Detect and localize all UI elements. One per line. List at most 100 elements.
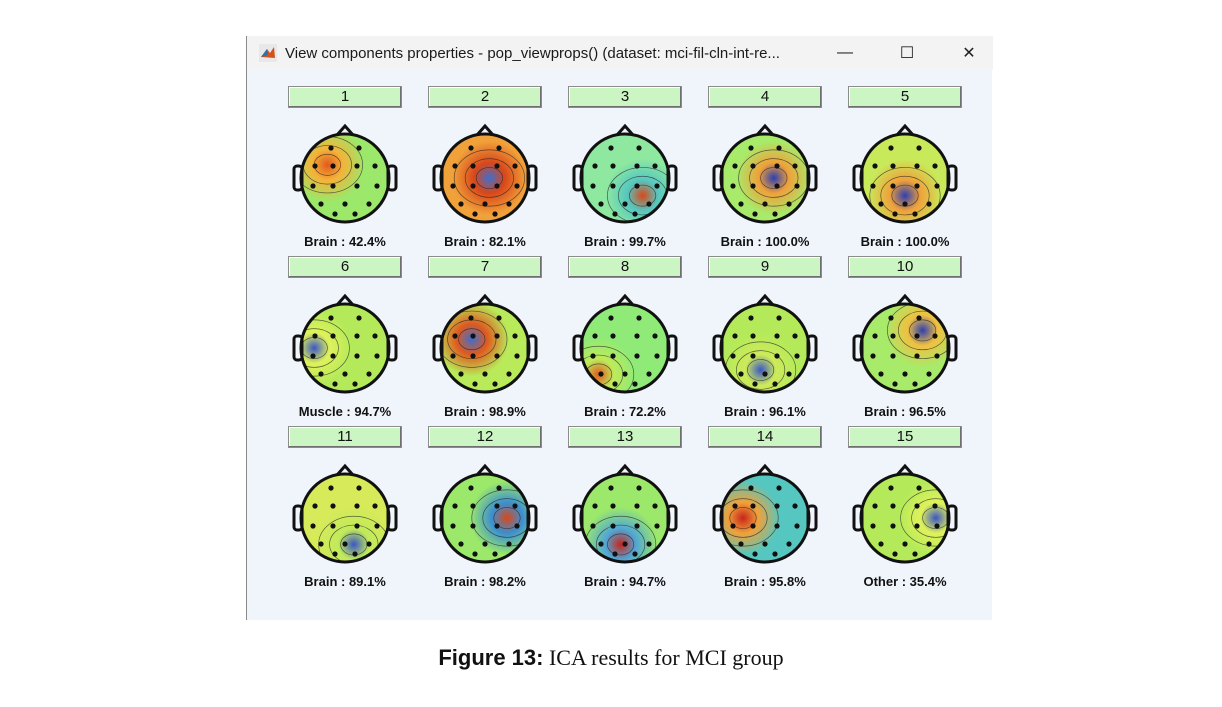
scalp-map-5[interactable] (849, 120, 961, 228)
electrode-dot (748, 315, 754, 321)
electrode-dot (738, 371, 744, 377)
scalp-map-4[interactable] (709, 120, 821, 228)
electrode-dot (902, 541, 908, 547)
electrode-dot (892, 211, 898, 217)
scalp-map-10[interactable] (849, 290, 961, 398)
electrode-dot (730, 353, 736, 359)
nose-shape (475, 293, 495, 306)
title-bar[interactable]: View components properties - pop_viewpro… (247, 36, 993, 70)
electrode-dot (748, 485, 754, 491)
scalp-map-9[interactable] (709, 290, 821, 398)
component-button-4[interactable]: 4 (708, 86, 822, 108)
electrode-dot (934, 183, 940, 189)
electrode-dot (610, 183, 616, 189)
scalp-map-12[interactable] (429, 460, 541, 568)
electrode-dot (468, 315, 474, 321)
head-outline (439, 132, 531, 224)
scalp-fill (441, 134, 529, 222)
electrode-dot (366, 371, 372, 377)
head-outline (719, 302, 811, 394)
scalp-map-6[interactable] (289, 290, 401, 398)
component-button-3[interactable]: 3 (568, 86, 682, 108)
head-outline (719, 132, 811, 224)
electrode-dot (494, 503, 500, 509)
scalp-map-14[interactable] (709, 460, 821, 568)
minimize-button[interactable]: — (837, 44, 853, 61)
component-button-2[interactable]: 2 (428, 86, 542, 108)
electrode-dot (332, 551, 338, 557)
electrode-dot (934, 523, 940, 529)
component-button-5[interactable]: 5 (848, 86, 962, 108)
scalp-map-11[interactable] (289, 460, 401, 568)
electrode-dot (598, 201, 604, 207)
electrode-dot (890, 503, 896, 509)
maximize-button[interactable]: ☐ (899, 45, 915, 62)
component-button-10[interactable]: 10 (848, 256, 962, 278)
figure-caption: Figure 13: ICA results for MCI group (0, 645, 1222, 671)
electrode-dot (366, 541, 372, 547)
figure-label: Figure 13: (438, 645, 544, 670)
electrode-dot (776, 145, 782, 151)
component-button-13[interactable]: 13 (568, 426, 682, 448)
electrode-dot (330, 523, 336, 529)
component-button-8[interactable]: 8 (568, 256, 682, 278)
head-outline (579, 472, 671, 564)
electrode-dot (792, 333, 798, 339)
nose-shape (895, 123, 915, 136)
electrode-dot (342, 371, 348, 377)
electrode-dot (738, 201, 744, 207)
electrode-dot (328, 485, 334, 491)
component-label-6: Muscle : 94.7% (298, 404, 392, 419)
electrode-dot (608, 485, 614, 491)
electrode-dot (914, 353, 920, 359)
electrode-dot (352, 381, 358, 387)
electrode-dot (634, 183, 640, 189)
electrode-dot (494, 333, 500, 339)
electrode-dot (652, 333, 658, 339)
electrode-dot (916, 145, 922, 151)
component-button-7[interactable]: 7 (428, 256, 542, 278)
component-button-9[interactable]: 9 (708, 256, 822, 278)
component-label-1: Brain : 42.4% (304, 234, 386, 249)
electrode-dot (514, 523, 520, 529)
electrode-dot (506, 201, 512, 207)
component-button-6[interactable]: 6 (288, 256, 402, 278)
contour-line (880, 175, 930, 216)
scalp-map-8[interactable] (569, 290, 681, 398)
electrode-dot (622, 201, 628, 207)
electrode-dot (592, 163, 598, 169)
electrode-dot (878, 371, 884, 377)
electrode-dot (472, 211, 478, 217)
component-button-12[interactable]: 12 (428, 426, 542, 448)
scalp-map-1[interactable] (289, 120, 401, 228)
scalp-map-3[interactable] (569, 120, 681, 228)
electrode-dot (318, 541, 324, 547)
electrode-dot (608, 315, 614, 321)
scalp-map-15[interactable] (849, 460, 961, 568)
electrode-dot (774, 503, 780, 509)
component-button-11[interactable]: 11 (288, 426, 402, 448)
scalp-fill (581, 134, 669, 222)
electrode-dot (752, 381, 758, 387)
electrode-dot (506, 371, 512, 377)
electrode-dot (354, 333, 360, 339)
electrode-dot (776, 485, 782, 491)
contour-line (749, 158, 799, 198)
scalp-map-2[interactable] (429, 120, 541, 228)
electrode-dot (752, 211, 758, 217)
close-button[interactable]: ✕ (962, 45, 976, 62)
electrode-dot (374, 183, 380, 189)
component-button-15[interactable]: 15 (848, 426, 962, 448)
scalp-map-7[interactable] (429, 290, 541, 398)
electrode-dot (646, 201, 652, 207)
outside-mask (569, 460, 681, 568)
component-button-14[interactable]: 14 (708, 426, 822, 448)
electrode-dot (750, 503, 756, 509)
head-outline (299, 132, 391, 224)
scalp-map-13[interactable] (569, 460, 681, 568)
contour-line (475, 167, 503, 189)
electrode-dot (646, 371, 652, 377)
scalp-fill (721, 134, 809, 222)
component-button-1[interactable]: 1 (288, 86, 402, 108)
electrode-dot (902, 371, 908, 377)
